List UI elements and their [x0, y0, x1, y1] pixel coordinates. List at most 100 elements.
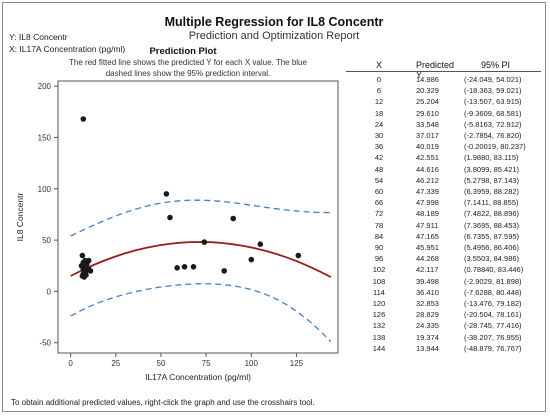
data-point [257, 241, 264, 247]
y-tick-label: 50 [42, 236, 51, 245]
table-cell-pi: (5.2798, 87.143) [464, 175, 520, 185]
table-cell-x: 66 [374, 198, 384, 208]
table-cell-predicted-y: 47.911 [416, 220, 439, 230]
data-point [83, 272, 89, 278]
data-point [190, 264, 197, 270]
table-cell-pi: (-20.504, 78.161) [464, 310, 522, 320]
table-cell-pi: (3.5503, 84.986) [464, 254, 520, 264]
predictor-label: X: IL17A Concentration (pg/ml) [9, 44, 126, 54]
table-cell-pi: (1.9880, 83.115) [464, 153, 519, 163]
table-cell-predicted-y: 36.410 [416, 287, 439, 297]
table-cell-predicted-y: 47.339 [416, 187, 439, 197]
table-cell-pi: (7.1411, 88.855) [464, 198, 519, 208]
table-column-predicted-y: 14.986 20.329 25.204 29.610 33.548 37.017 40.0… [416, 74, 456, 354]
data-point [248, 256, 255, 263]
table-cell-x: 96 [374, 254, 384, 264]
lower-pi-line [70, 283, 332, 343]
table-cell-predicted-y: 42.551 [416, 153, 439, 163]
table-cell-predicted-y: 47.165 [416, 231, 439, 241]
table-cell-predicted-y: 46.212 [416, 175, 439, 185]
data-point [82, 257, 88, 264]
y-tick-label: -50 [39, 339, 51, 348]
table-cell-pi: (7.4822, 88.896) [464, 209, 520, 219]
table-cell-pi: (-13.476, 79.182) [464, 299, 522, 309]
table-cell-x: 30 [374, 131, 384, 141]
table-cell-pi: (-0.20019, 80.237) [464, 142, 526, 152]
table-cell-predicted-y: 20.329 [416, 86, 439, 96]
table-cell-x: 132 [372, 321, 386, 331]
table-cell-predicted-y: 44.268 [416, 254, 439, 264]
upper-pi-line [70, 199, 331, 237]
plot-title: Prediction Plot [149, 46, 217, 57]
data-point [201, 239, 208, 245]
plot-axes [54, 80, 339, 357]
table-cell-predicted-y: 25.204 [416, 97, 439, 107]
table-cell-x: 6 [376, 86, 382, 96]
table-header-divider [346, 71, 541, 72]
x-tick-label: 25 [111, 359, 120, 368]
table-cell-x: 36 [374, 142, 384, 152]
x-tick-label: 0 [68, 359, 73, 368]
table-cell-pi: (-5.8163, 72.912) [464, 119, 522, 129]
table-cell-pi: (-48.879, 76.767) [464, 343, 522, 353]
data-point [80, 116, 87, 122]
footer-hint: To obtain additional predicted values, r… [11, 398, 315, 407]
table-cell-predicted-y: 42.117 [416, 265, 439, 275]
data-point [79, 252, 86, 259]
table-cell-x: 24 [374, 119, 384, 129]
prediction-interval-lines [70, 199, 332, 343]
table-cell-pi: (7.3695, 88.453) [464, 220, 520, 230]
table-header-pi: 95% PI [481, 60, 511, 70]
table-cell-predicted-y: 47.998 [416, 198, 439, 208]
y-tick-label: 200 [38, 82, 52, 91]
data-point [163, 191, 170, 197]
y-tick-label: 100 [38, 185, 52, 194]
table-cell-predicted-y: 33.548 [416, 119, 439, 129]
table-cell-pi: (-7.6288, 80.448) [464, 287, 522, 297]
fitted-curve [70, 241, 332, 278]
data-point [181, 264, 188, 270]
table-cell-pi: (6.7355, 87.595) [464, 231, 520, 241]
prediction-plot[interactable]: 0 25 50 75 100 125 -50 0 50 100 150 200 IL17A Concen… [3, 3, 543, 403]
table-cell-x: 54 [374, 175, 384, 185]
x-tick-label: 125 [290, 359, 304, 368]
table-cell-x: 72 [374, 209, 384, 219]
table-cell-x: 90 [374, 243, 384, 253]
table-cell-x: 60 [374, 187, 384, 197]
table-cell-pi: (-18.363, 59.021) [464, 86, 522, 96]
plot-description: The red fitted line shows the predicted … [43, 57, 333, 79]
table-cell-x: 0 [376, 75, 382, 84]
table-cell-pi: (-24.049, 54.021) [464, 75, 522, 84]
report-window: Multiple Regression for IL8 Concentr Pre… [2, 2, 546, 412]
table-cell-x: 48 [374, 164, 384, 174]
table-header-x: X [375, 60, 382, 70]
table-cell-predicted-y: 14.986 [416, 75, 439, 84]
response-label: Y: IL8 Concentr [9, 32, 68, 42]
table-cell-x: 138 [372, 332, 386, 342]
table-cell-predicted-y: 39.498 [416, 276, 439, 286]
table-cell-x: 120 [372, 299, 386, 309]
plot-description-line2: dashed lines show the 95% prediction int… [105, 69, 271, 78]
table-cell-predicted-y: 13.944 [416, 343, 439, 353]
y-axis-label: IL8 Concentr [15, 192, 25, 241]
table-cell-predicted-y: 44.616 [416, 164, 439, 174]
table-cell-predicted-y: 28.829 [416, 310, 439, 320]
plot-description-line1: The red fitted line shows the predicted … [69, 58, 307, 67]
table-cell-pi: (6.3959, 88.282) [464, 187, 520, 197]
report-subtitle: Prediction and Optimization Report [188, 30, 360, 42]
data-point [174, 265, 180, 271]
x-axis-label: IL17A Concentration (pg/ml) [145, 372, 251, 382]
table-cell-x: 18 [374, 108, 384, 118]
table-cell-predicted-y: 24.335 [416, 321, 439, 331]
table-cell-x: 108 [372, 276, 386, 286]
table-cell-x: 126 [372, 310, 386, 320]
data-points [78, 116, 302, 280]
table-cell-predicted-y: 32.853 [416, 299, 439, 309]
data-point [295, 252, 302, 259]
table-cell-pi: (-9.3609, 68.581) [464, 108, 522, 118]
data-point [221, 268, 227, 274]
y-tick-label: 150 [38, 133, 52, 142]
table-cell-pi: (-2.9029, 81.898) [464, 276, 522, 286]
fitted-line [70, 241, 332, 278]
table-column-x: 0 6 12 18 24 30 36 42 48 54 60 66 72 78 84 90 96 102 108 11… [365, 74, 393, 354]
